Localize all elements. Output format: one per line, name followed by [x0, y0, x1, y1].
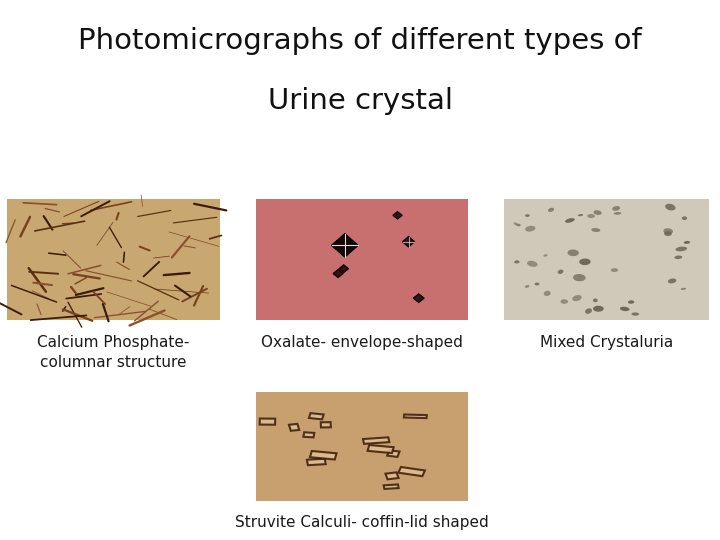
Bar — [256, 199, 468, 320]
Polygon shape — [332, 234, 358, 257]
Ellipse shape — [665, 204, 675, 211]
Ellipse shape — [593, 306, 603, 312]
Ellipse shape — [593, 299, 598, 302]
Ellipse shape — [514, 260, 520, 264]
FancyBboxPatch shape — [384, 484, 399, 489]
Ellipse shape — [612, 206, 620, 211]
FancyBboxPatch shape — [307, 458, 325, 465]
Ellipse shape — [525, 214, 530, 217]
Ellipse shape — [663, 228, 673, 234]
Ellipse shape — [573, 274, 585, 281]
Ellipse shape — [664, 231, 672, 236]
FancyBboxPatch shape — [310, 451, 336, 460]
Ellipse shape — [567, 249, 579, 256]
Ellipse shape — [548, 208, 554, 212]
Ellipse shape — [558, 269, 564, 274]
Text: Urine crystal: Urine crystal — [268, 87, 452, 115]
Polygon shape — [413, 294, 424, 302]
Text: Calcium Phosphate-
columnar structure: Calcium Phosphate- columnar structure — [37, 335, 189, 369]
Ellipse shape — [578, 214, 583, 216]
Polygon shape — [393, 212, 402, 219]
FancyBboxPatch shape — [260, 418, 275, 424]
Ellipse shape — [527, 261, 538, 267]
Ellipse shape — [544, 254, 547, 256]
Ellipse shape — [588, 214, 595, 218]
Ellipse shape — [591, 228, 600, 232]
Ellipse shape — [682, 217, 687, 220]
Ellipse shape — [513, 222, 518, 225]
FancyBboxPatch shape — [309, 413, 324, 420]
Ellipse shape — [613, 212, 621, 215]
Ellipse shape — [684, 241, 690, 244]
Ellipse shape — [525, 226, 536, 232]
FancyBboxPatch shape — [368, 445, 394, 453]
Ellipse shape — [565, 218, 575, 223]
FancyBboxPatch shape — [385, 472, 399, 480]
Ellipse shape — [525, 285, 529, 288]
Ellipse shape — [680, 288, 686, 290]
Polygon shape — [333, 269, 343, 278]
Ellipse shape — [631, 313, 639, 316]
Ellipse shape — [620, 307, 629, 311]
Ellipse shape — [516, 224, 521, 226]
Polygon shape — [402, 237, 415, 247]
Text: Struvite Calculi- coffin-lid shaped: Struvite Calculi- coffin-lid shaped — [235, 515, 488, 530]
FancyBboxPatch shape — [387, 450, 400, 457]
Ellipse shape — [544, 291, 551, 296]
FancyBboxPatch shape — [363, 437, 390, 444]
Ellipse shape — [628, 300, 634, 304]
Ellipse shape — [585, 308, 592, 314]
Ellipse shape — [593, 210, 602, 215]
FancyBboxPatch shape — [320, 422, 331, 428]
Text: Oxalate- envelope-shaped: Oxalate- envelope-shaped — [261, 335, 462, 350]
Ellipse shape — [668, 279, 676, 284]
Polygon shape — [339, 265, 348, 273]
FancyBboxPatch shape — [289, 424, 300, 431]
Ellipse shape — [572, 295, 582, 301]
Ellipse shape — [534, 282, 539, 286]
Bar — [256, 392, 468, 501]
Text: Photomicrographs of different types of: Photomicrographs of different types of — [78, 28, 642, 56]
FancyBboxPatch shape — [303, 432, 315, 437]
Bar — [7, 199, 220, 320]
Ellipse shape — [560, 299, 568, 304]
FancyBboxPatch shape — [404, 415, 427, 418]
Bar — [504, 199, 709, 320]
Text: Mixed Crystaluria: Mixed Crystaluria — [540, 335, 674, 350]
FancyBboxPatch shape — [398, 467, 425, 476]
Ellipse shape — [675, 255, 683, 259]
Ellipse shape — [579, 259, 590, 265]
Ellipse shape — [611, 268, 618, 272]
Ellipse shape — [675, 247, 687, 251]
